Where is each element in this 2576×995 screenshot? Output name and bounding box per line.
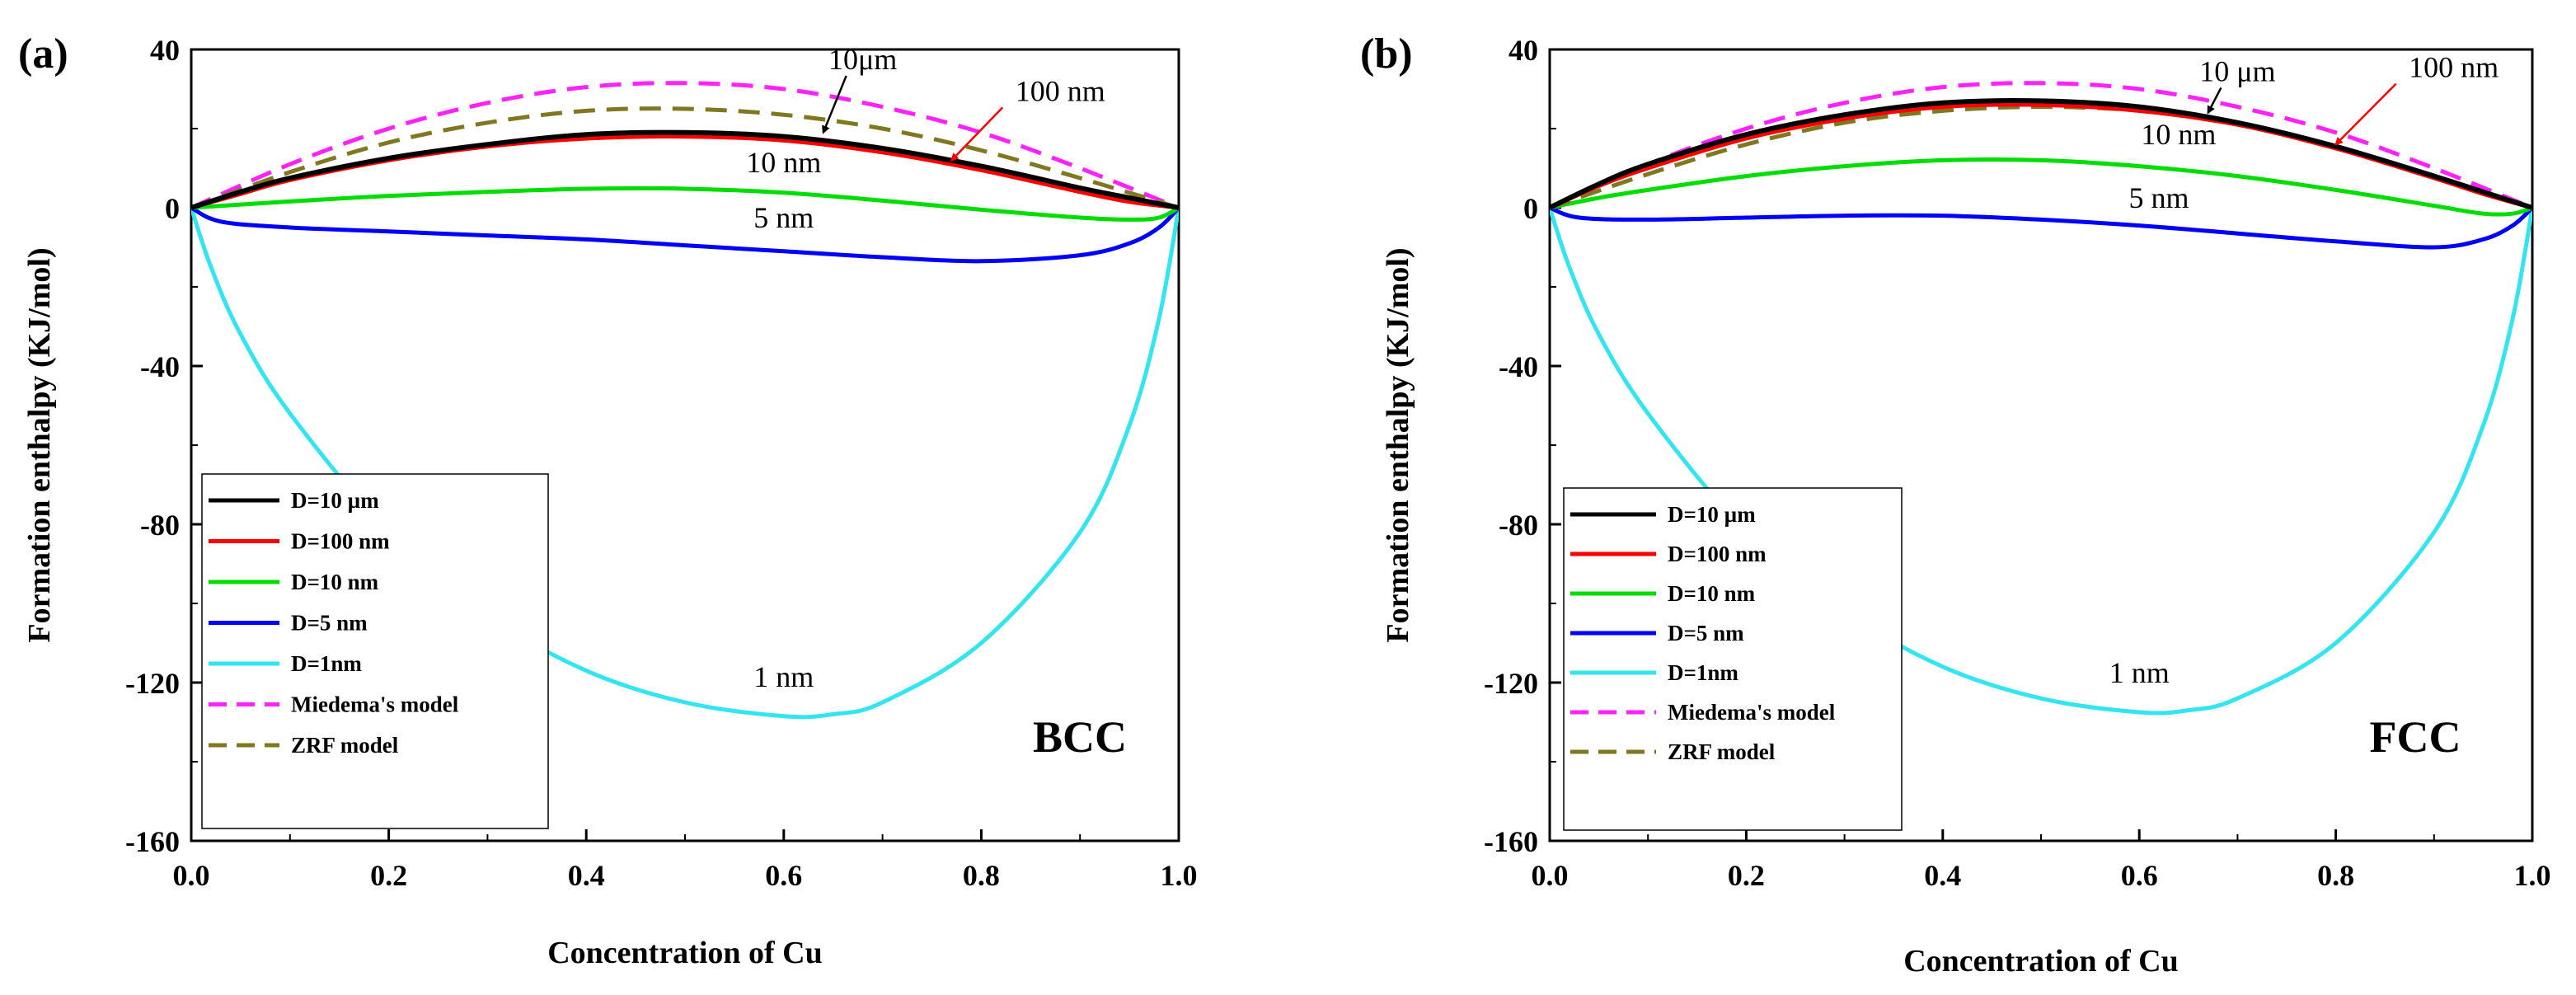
legend-label-zrf-model: ZRF model [291,733,399,758]
legend-box [201,473,549,829]
x-tick-label: 0.8 [963,859,1000,892]
legend-label-d-10-m: D=10 µm [291,488,379,513]
series-line-d-10-m [1550,98,2532,210]
y-tick-label: -40 [1499,350,1538,383]
y-tick-label: -40 [140,350,180,383]
legend-label-d-10-nm: D=10 nm [291,570,379,594]
annotation-10-m: 10μm [828,43,897,76]
annotation-1-nm: 1 nm [753,660,814,693]
y-tick-label: 40 [150,34,180,67]
legend-label-miedema-s-model: Miedema's model [291,692,459,717]
x-tick-label: 0.0 [1532,859,1569,892]
panel-b: 0.0 0.2 0.4 0.6 0.8 1.0 40 0 -40 -80 -120 -160 Conce… [1360,31,2551,979]
legend-label-miedema-s-model: Miedema's model [1668,700,1836,725]
y-tick-label: 0 [165,192,180,225]
y-tick-label: 40 [1509,34,1538,67]
y-tick-label: -80 [1499,509,1538,542]
legend: D=10 µm D=100 nm D=10 nm D=5 nm D=1nm Miedema… [1563,487,1903,831]
annotation-10-nm: 10 nm [2141,118,2216,151]
x-tick-label: 0.2 [370,859,407,892]
x-tick-label: 0.0 [173,859,210,892]
annotation-10-nm: 10 nm [746,146,821,179]
x-tick-label: 0.6 [2121,859,2158,892]
series-line-miedema-s-model [191,81,1179,210]
annotation-arrow [950,106,1004,162]
series-line-miedema-s-model [1550,81,2532,210]
legend-label-d-100-nm: D=100 nm [1668,542,1767,566]
legend-label-d-1nm: D=1nm [1668,660,1738,685]
x-tick-label: 1.0 [2514,859,2551,892]
series-group [1550,81,2532,716]
legend-label-d-100-nm: D=100 nm [291,529,390,554]
series-line-zrf-model [1550,105,2532,210]
panel-label: (b) [1360,31,1413,77]
y-tick-label: -120 [125,667,180,700]
x-tick-label: 0.6 [765,859,802,892]
annotation-1-nm: 1 nm [2109,656,2170,689]
annotation-5-nm: 5 nm [753,201,814,234]
series-line-d-5-nm [191,205,1179,264]
legend-label-zrf-model: ZRF model [1668,739,1776,764]
x-axis-title: Concentration of Cu [547,936,823,970]
structure-label: BCC [1033,712,1127,762]
annotation-100-nm: 100 nm [2409,51,2499,84]
y-axis-title: Formation enthalpy (KJ/mol) [1381,247,1415,642]
legend-label-d-5-nm: D=5 nm [291,611,368,636]
series-line-d-10-m [191,129,1179,210]
series-line-d-10-nm [191,185,1179,222]
annotation-10-m: 10 μm [2199,54,2275,87]
panel-label: (a) [18,31,68,77]
series-group [191,81,1179,720]
legend-label-d-1nm: D=1nm [291,651,362,676]
legend: D=10 µm D=100 nm D=10 nm D=5 nm D=1nm Miedema… [201,473,549,829]
legend-label-d-10-nm: D=10 nm [1668,581,1756,606]
y-tick-label: -160 [125,825,180,858]
y-tick-label: -120 [1484,667,1538,700]
series-line-d-1nm [1550,207,2532,716]
legend-label-d-10-m: D=10 µm [1668,502,1756,527]
legend-box [1563,487,1903,831]
annotation-100-nm: 100 nm [1016,74,1105,107]
annotation-5-nm: 5 nm [2129,181,2189,214]
annotation-arrow [2207,87,2222,115]
series-line-zrf-model [191,106,1179,210]
annotation-arrow [822,75,847,134]
annotation-arrow [2334,82,2397,146]
x-tick-label: 0.4 [568,859,605,892]
x-tick-label: 0.2 [1728,859,1765,892]
series-line-d-1nm [191,207,1179,720]
y-tick-label: 0 [1523,192,1538,225]
x-axis-title: Concentration of Cu [1903,944,2179,979]
y-tick-label: -80 [140,509,180,542]
structure-label: FCC [2370,712,2461,762]
series-line-d-5-nm [1550,205,2532,250]
x-tick-label: 0.4 [1924,859,1961,892]
legend-label-d-5-nm: D=5 nm [1668,621,1744,645]
y-tick-label: -160 [1484,825,1538,858]
series-line-d-100-nm [1550,102,2532,210]
series-line-d-10-nm [1550,157,2532,217]
panel-a: 0.0 0.2 0.4 0.6 0.8 1.0 40 0 -40 -80 -120 -160 Conce… [18,31,1198,970]
x-tick-label: 0.8 [2317,859,2354,892]
x-tick-label: 1.0 [1161,859,1198,892]
y-axis-title: Formation enthalpy (KJ/mol) [22,247,57,642]
